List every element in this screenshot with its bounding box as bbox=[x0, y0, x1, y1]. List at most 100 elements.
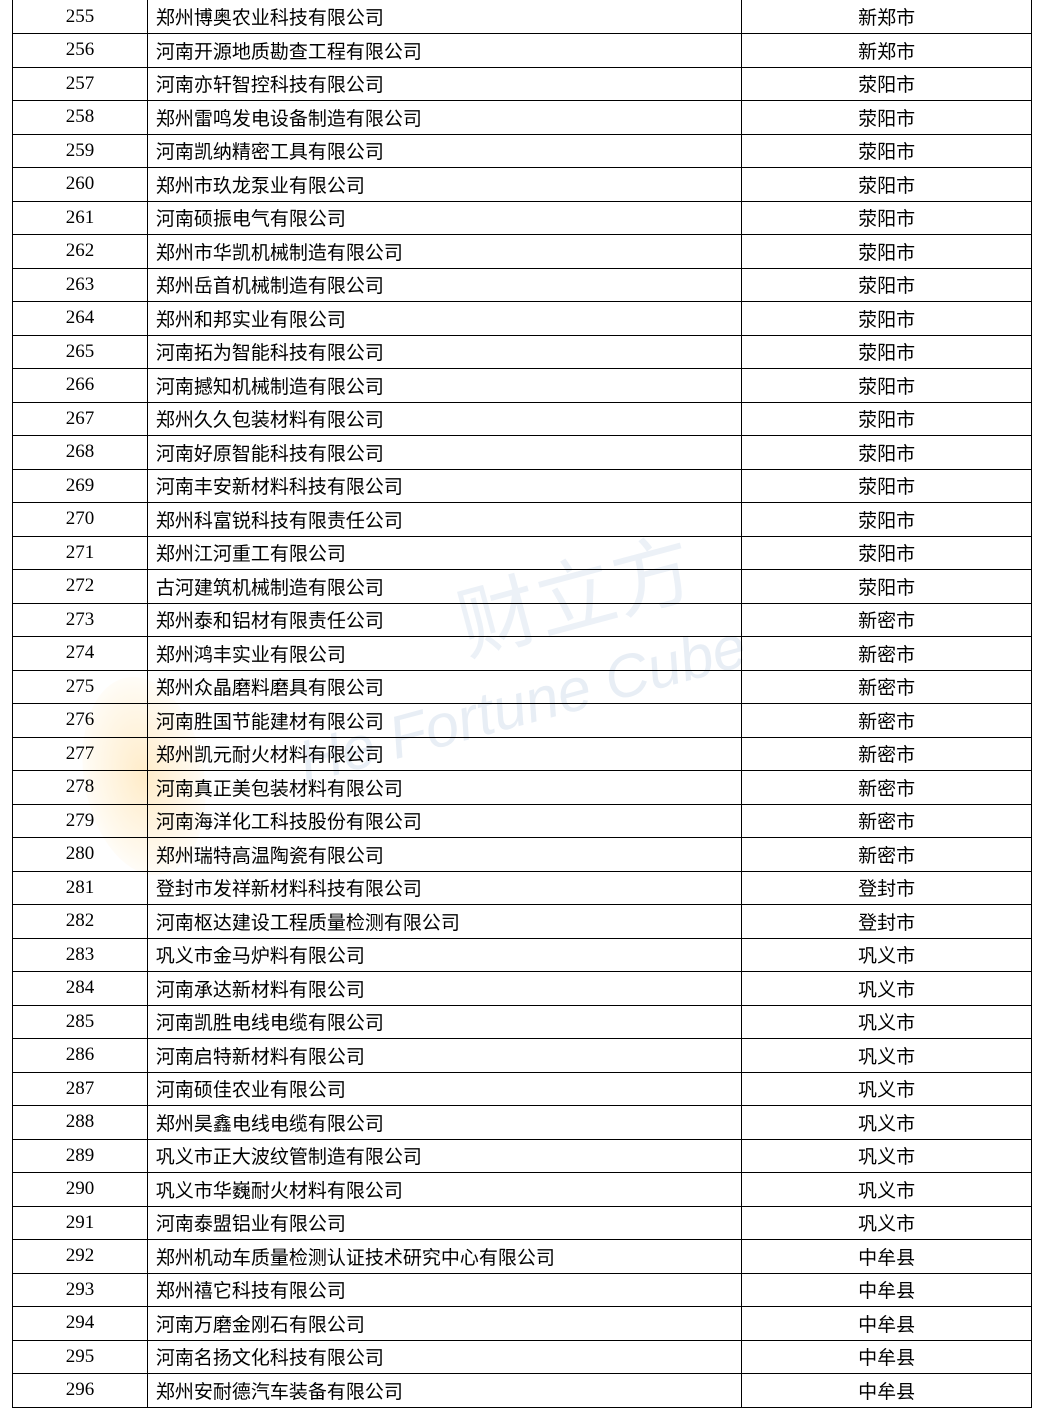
cell-region: 巩义市 bbox=[742, 1005, 1032, 1039]
cell-company: 郑州安耐德汽车装备有限公司 bbox=[147, 1374, 741, 1408]
cell-index: 292 bbox=[13, 1240, 148, 1274]
table-row: 273郑州泰和铝材有限责任公司新密市 bbox=[13, 603, 1032, 637]
table-row: 280郑州瑞特高温陶瓷有限公司新密市 bbox=[13, 838, 1032, 872]
cell-region: 荥阳市 bbox=[742, 235, 1032, 269]
table-row: 265河南拓为智能科技有限公司荥阳市 bbox=[13, 335, 1032, 369]
cell-company: 巩义市正大波纹管制造有限公司 bbox=[147, 1139, 741, 1173]
cell-region: 荥阳市 bbox=[742, 369, 1032, 403]
cell-company: 郑州雷鸣发电设备制造有限公司 bbox=[147, 101, 741, 135]
cell-company: 河南好原智能科技有限公司 bbox=[147, 436, 741, 470]
cell-index: 283 bbox=[13, 938, 148, 972]
table-row: 266河南撼知机械制造有限公司荥阳市 bbox=[13, 369, 1032, 403]
cell-index: 289 bbox=[13, 1139, 148, 1173]
table-row: 272古河建筑机械制造有限公司荥阳市 bbox=[13, 570, 1032, 604]
cell-company: 郑州禧它科技有限公司 bbox=[147, 1273, 741, 1307]
cell-region: 中牟县 bbox=[742, 1340, 1032, 1374]
cell-company: 河南开源地质勘查工程有限公司 bbox=[147, 34, 741, 68]
cell-region: 巩义市 bbox=[742, 1106, 1032, 1140]
cell-region: 荥阳市 bbox=[742, 101, 1032, 135]
cell-company: 郑州和邦实业有限公司 bbox=[147, 302, 741, 336]
cell-company: 河南海洋化工科技股份有限公司 bbox=[147, 804, 741, 838]
cell-company: 郑州昊鑫电线电缆有限公司 bbox=[147, 1106, 741, 1140]
cell-region: 新郑市 bbox=[742, 34, 1032, 68]
table-row: 270郑州科富锐科技有限责任公司荥阳市 bbox=[13, 503, 1032, 537]
cell-region: 荥阳市 bbox=[742, 536, 1032, 570]
cell-company: 河南启特新材料有限公司 bbox=[147, 1039, 741, 1073]
cell-index: 271 bbox=[13, 536, 148, 570]
cell-company: 郑州机动车质量检测认证技术研究中心有限公司 bbox=[147, 1240, 741, 1274]
cell-index: 279 bbox=[13, 804, 148, 838]
table-body: 255郑州博奥农业科技有限公司新郑市256河南开源地质勘查工程有限公司新郑市25… bbox=[13, 0, 1032, 1407]
cell-company: 郑州瑞特高温陶瓷有限公司 bbox=[147, 838, 741, 872]
cell-index: 276 bbox=[13, 704, 148, 738]
table-row: 291河南泰盟铝业有限公司巩义市 bbox=[13, 1206, 1032, 1240]
table-row: 285河南凯胜电线电缆有限公司巩义市 bbox=[13, 1005, 1032, 1039]
table-row: 274郑州鸿丰实业有限公司新密市 bbox=[13, 637, 1032, 671]
table-row: 260郑州市玖龙泵业有限公司荥阳市 bbox=[13, 168, 1032, 202]
cell-region: 登封市 bbox=[742, 905, 1032, 939]
cell-region: 荥阳市 bbox=[742, 503, 1032, 537]
cell-index: 256 bbox=[13, 34, 148, 68]
cell-region: 登封市 bbox=[742, 871, 1032, 905]
cell-index: 272 bbox=[13, 570, 148, 604]
cell-index: 288 bbox=[13, 1106, 148, 1140]
cell-company: 河南丰安新材料科技有限公司 bbox=[147, 469, 741, 503]
cell-company: 郑州博奥农业科技有限公司 bbox=[147, 0, 741, 34]
table-row: 282河南枢达建设工程质量检测有限公司登封市 bbox=[13, 905, 1032, 939]
cell-company: 河南凯纳精密工具有限公司 bbox=[147, 134, 741, 168]
cell-company: 郑州鸿丰实业有限公司 bbox=[147, 637, 741, 671]
table-row: 288郑州昊鑫电线电缆有限公司巩义市 bbox=[13, 1106, 1032, 1140]
cell-company: 河南真正美包装材料有限公司 bbox=[147, 771, 741, 805]
table-row: 256河南开源地质勘查工程有限公司新郑市 bbox=[13, 34, 1032, 68]
cell-company: 河南亦轩智控科技有限公司 bbox=[147, 67, 741, 101]
cell-region: 荥阳市 bbox=[742, 402, 1032, 436]
cell-company: 郑州泰和铝材有限责任公司 bbox=[147, 603, 741, 637]
cell-index: 264 bbox=[13, 302, 148, 336]
cell-index: 273 bbox=[13, 603, 148, 637]
cell-company: 河南胜国节能建材有限公司 bbox=[147, 704, 741, 738]
cell-region: 荥阳市 bbox=[742, 335, 1032, 369]
cell-company: 郑州岳首机械制造有限公司 bbox=[147, 268, 741, 302]
cell-index: 255 bbox=[13, 0, 148, 34]
cell-company: 巩义市金马炉料有限公司 bbox=[147, 938, 741, 972]
company-table: 255郑州博奥农业科技有限公司新郑市256河南开源地质勘查工程有限公司新郑市25… bbox=[12, 0, 1032, 1408]
cell-index: 258 bbox=[13, 101, 148, 135]
cell-index: 278 bbox=[13, 771, 148, 805]
cell-index: 259 bbox=[13, 134, 148, 168]
cell-index: 280 bbox=[13, 838, 148, 872]
table-row: 278河南真正美包装材料有限公司新密市 bbox=[13, 771, 1032, 805]
cell-index: 296 bbox=[13, 1374, 148, 1408]
cell-region: 中牟县 bbox=[742, 1240, 1032, 1274]
cell-region: 荥阳市 bbox=[742, 436, 1032, 470]
table-row: 268河南好原智能科技有限公司荥阳市 bbox=[13, 436, 1032, 470]
cell-index: 286 bbox=[13, 1039, 148, 1073]
table-row: 271郑州江河重工有限公司荥阳市 bbox=[13, 536, 1032, 570]
table-row: 290巩义市华巍耐火材料有限公司巩义市 bbox=[13, 1173, 1032, 1207]
cell-company: 古河建筑机械制造有限公司 bbox=[147, 570, 741, 604]
cell-company: 河南凯胜电线电缆有限公司 bbox=[147, 1005, 741, 1039]
cell-company: 巩义市华巍耐火材料有限公司 bbox=[147, 1173, 741, 1207]
cell-region: 中牟县 bbox=[742, 1307, 1032, 1341]
cell-company: 登封市发祥新材料科技有限公司 bbox=[147, 871, 741, 905]
cell-index: 285 bbox=[13, 1005, 148, 1039]
table-row: 292郑州机动车质量检测认证技术研究中心有限公司中牟县 bbox=[13, 1240, 1032, 1274]
cell-index: 270 bbox=[13, 503, 148, 537]
cell-index: 295 bbox=[13, 1340, 148, 1374]
cell-index: 261 bbox=[13, 201, 148, 235]
cell-region: 巩义市 bbox=[742, 1139, 1032, 1173]
cell-region: 荥阳市 bbox=[742, 201, 1032, 235]
cell-company: 郑州众晶磨料磨具有限公司 bbox=[147, 670, 741, 704]
cell-region: 中牟县 bbox=[742, 1273, 1032, 1307]
cell-region: 荥阳市 bbox=[742, 469, 1032, 503]
cell-region: 新密市 bbox=[742, 838, 1032, 872]
cell-index: 267 bbox=[13, 402, 148, 436]
cell-region: 新密市 bbox=[742, 603, 1032, 637]
table-row: 275郑州众晶磨料磨具有限公司新密市 bbox=[13, 670, 1032, 704]
cell-region: 巩义市 bbox=[742, 1206, 1032, 1240]
cell-index: 284 bbox=[13, 972, 148, 1006]
table-row: 286河南启特新材料有限公司巩义市 bbox=[13, 1039, 1032, 1073]
cell-region: 巩义市 bbox=[742, 1072, 1032, 1106]
table-row: 258郑州雷鸣发电设备制造有限公司荥阳市 bbox=[13, 101, 1032, 135]
table-row: 294河南万磨金刚石有限公司中牟县 bbox=[13, 1307, 1032, 1341]
cell-region: 荥阳市 bbox=[742, 134, 1032, 168]
